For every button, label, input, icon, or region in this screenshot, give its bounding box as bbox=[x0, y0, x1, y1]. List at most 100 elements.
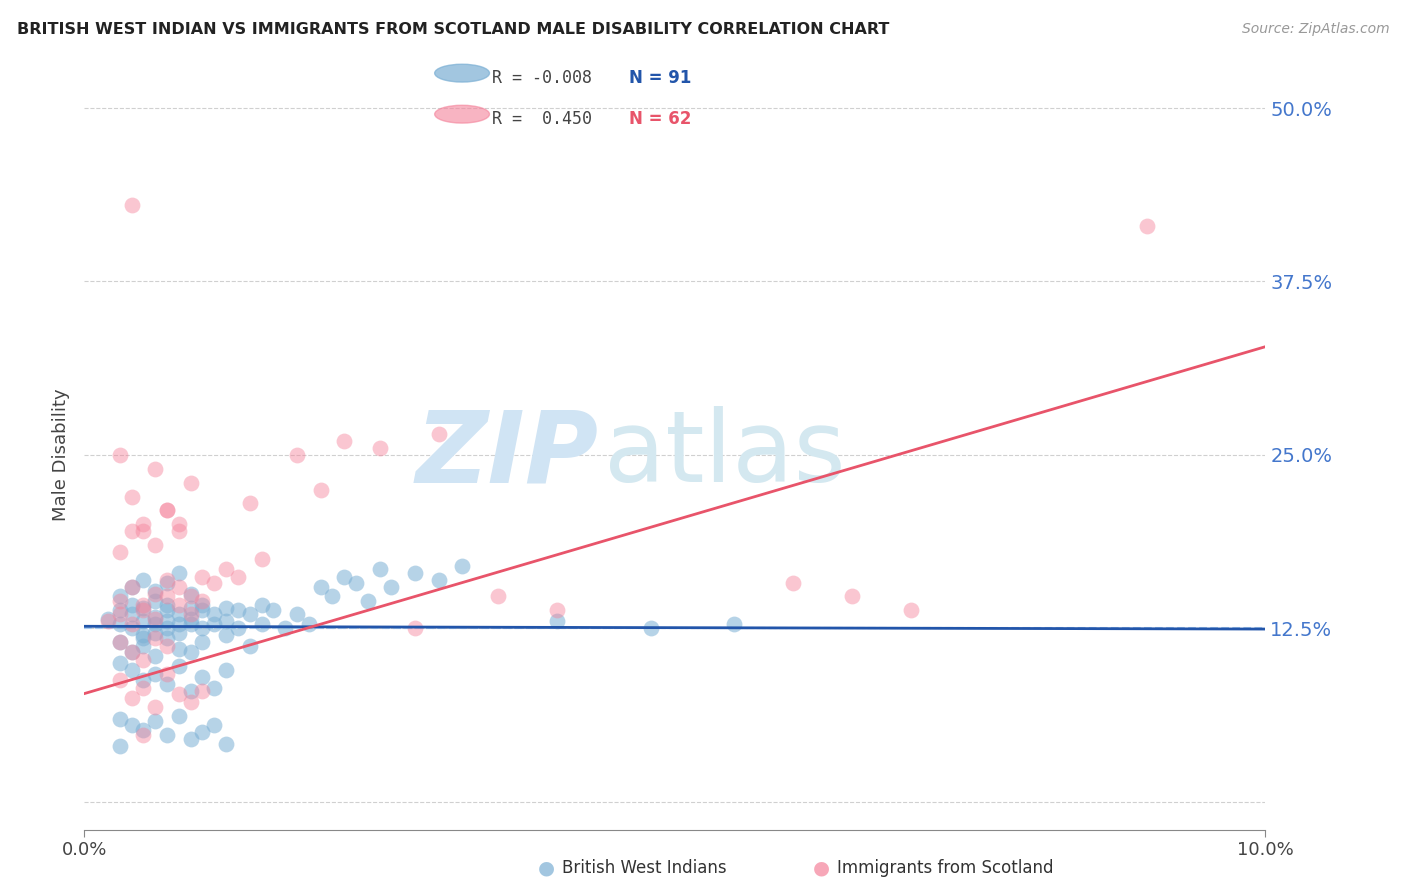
Point bbox=[202, 681, 225, 695]
Point bbox=[250, 598, 273, 612]
Point bbox=[167, 617, 190, 632]
Point bbox=[191, 725, 214, 739]
Point bbox=[108, 607, 131, 622]
Point bbox=[250, 552, 273, 566]
Point bbox=[226, 570, 249, 584]
Point bbox=[191, 621, 214, 635]
Point bbox=[274, 621, 297, 635]
Point bbox=[900, 603, 922, 617]
Point bbox=[239, 607, 262, 622]
Point bbox=[202, 617, 225, 632]
Point bbox=[132, 628, 155, 642]
Point bbox=[368, 562, 391, 576]
Point bbox=[143, 538, 166, 552]
Point bbox=[215, 562, 238, 576]
Point bbox=[191, 570, 214, 584]
Point bbox=[108, 448, 131, 462]
Point bbox=[167, 642, 190, 657]
Point bbox=[180, 645, 202, 659]
Point bbox=[546, 615, 568, 629]
Point bbox=[121, 663, 143, 677]
Point bbox=[180, 475, 202, 490]
Point bbox=[156, 621, 179, 635]
Point bbox=[121, 598, 143, 612]
Point bbox=[108, 712, 131, 726]
Point bbox=[167, 580, 190, 594]
Point bbox=[191, 683, 214, 698]
Point bbox=[143, 462, 166, 476]
Text: ZIP: ZIP bbox=[415, 407, 598, 503]
Point bbox=[156, 728, 179, 742]
Point bbox=[180, 590, 202, 604]
Point bbox=[121, 580, 143, 594]
Point bbox=[143, 700, 166, 714]
Point bbox=[121, 718, 143, 732]
Point bbox=[108, 545, 131, 559]
Point bbox=[97, 612, 120, 626]
Point bbox=[108, 635, 131, 649]
Point bbox=[132, 631, 155, 645]
Point bbox=[121, 198, 143, 212]
Point bbox=[368, 441, 391, 455]
Point bbox=[841, 590, 863, 604]
Point bbox=[357, 593, 380, 607]
Point bbox=[121, 690, 143, 705]
Point bbox=[333, 570, 356, 584]
Point bbox=[143, 667, 166, 681]
Point bbox=[108, 590, 131, 604]
Point bbox=[191, 635, 214, 649]
Point bbox=[167, 607, 190, 622]
Point bbox=[191, 603, 214, 617]
Point bbox=[108, 635, 131, 649]
Point bbox=[180, 612, 202, 626]
Point bbox=[121, 621, 143, 635]
Point bbox=[215, 615, 238, 629]
Point bbox=[143, 617, 166, 632]
Point bbox=[156, 503, 179, 517]
Point bbox=[143, 649, 166, 664]
Point bbox=[108, 673, 131, 687]
Point bbox=[156, 667, 179, 681]
Text: N = 91: N = 91 bbox=[630, 69, 692, 87]
Point bbox=[121, 645, 143, 659]
Point bbox=[167, 625, 190, 640]
Point bbox=[143, 610, 166, 624]
Point bbox=[239, 496, 262, 510]
Point bbox=[143, 583, 166, 598]
Point bbox=[143, 631, 166, 645]
Point bbox=[180, 695, 202, 709]
Point bbox=[180, 607, 202, 622]
Point bbox=[298, 617, 321, 632]
Point bbox=[167, 524, 190, 539]
Point bbox=[121, 580, 143, 594]
Point bbox=[167, 598, 190, 612]
Point bbox=[451, 558, 474, 573]
Point bbox=[156, 640, 179, 654]
Point bbox=[121, 645, 143, 659]
Point bbox=[427, 573, 450, 587]
Point bbox=[108, 593, 131, 607]
Text: Source: ZipAtlas.com: Source: ZipAtlas.com bbox=[1241, 22, 1389, 37]
Point bbox=[121, 617, 143, 632]
Point bbox=[132, 640, 155, 654]
Point bbox=[309, 483, 332, 497]
Point bbox=[782, 575, 804, 590]
Point bbox=[143, 587, 166, 601]
Point bbox=[132, 723, 155, 737]
Point bbox=[132, 600, 155, 615]
Text: ●: ● bbox=[813, 858, 830, 878]
Point bbox=[143, 593, 166, 607]
Point bbox=[309, 580, 332, 594]
Point bbox=[143, 625, 166, 640]
Y-axis label: Male Disability: Male Disability bbox=[52, 389, 70, 521]
Point bbox=[344, 575, 367, 590]
Point bbox=[250, 617, 273, 632]
Point bbox=[132, 653, 155, 667]
Text: N = 62: N = 62 bbox=[630, 110, 692, 128]
Point bbox=[215, 663, 238, 677]
Point bbox=[132, 603, 155, 617]
Point bbox=[215, 600, 238, 615]
Text: R =  0.450: R = 0.450 bbox=[492, 110, 592, 128]
Point bbox=[156, 503, 179, 517]
Point bbox=[108, 603, 131, 617]
